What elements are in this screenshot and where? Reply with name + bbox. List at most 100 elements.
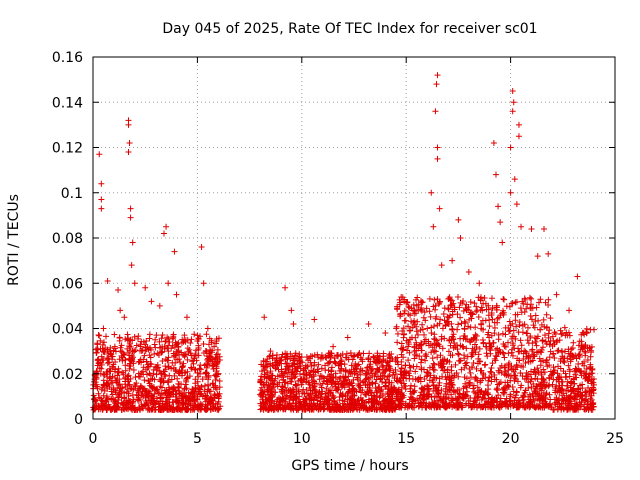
data-point	[393, 325, 400, 332]
data-point	[184, 345, 191, 352]
data-point	[92, 346, 99, 353]
data-point	[112, 405, 119, 412]
data-point	[184, 406, 191, 413]
data-point	[100, 325, 107, 332]
data-point	[165, 357, 172, 364]
data-point	[97, 337, 104, 344]
data-point	[159, 391, 166, 398]
data-point	[398, 340, 405, 347]
data-point	[306, 355, 313, 362]
data-point	[426, 295, 433, 302]
data-point	[213, 373, 220, 380]
data-point	[191, 331, 198, 338]
data-point	[287, 350, 294, 357]
data-point	[529, 346, 536, 353]
data-point	[455, 216, 462, 223]
data-point	[132, 383, 139, 390]
data-point	[570, 339, 577, 346]
data-point	[125, 372, 132, 379]
data-point	[201, 405, 208, 412]
data-point	[292, 350, 299, 357]
data-point	[360, 350, 367, 357]
data-point	[369, 365, 376, 372]
data-point	[115, 368, 122, 375]
data-point	[103, 380, 110, 387]
data-point	[112, 400, 119, 407]
data-point	[345, 389, 352, 396]
data-point	[200, 280, 207, 287]
data-point	[138, 359, 145, 366]
data-point	[290, 386, 297, 393]
data-point	[287, 378, 294, 385]
data-point	[196, 365, 203, 372]
data-point	[213, 351, 220, 358]
data-point	[166, 372, 173, 379]
data-point	[129, 402, 136, 409]
chart-title: Day 045 of 2025, Rate Of TEC Index for r…	[162, 21, 537, 37]
data-point	[379, 392, 386, 399]
data-point	[176, 370, 183, 377]
data-point	[302, 362, 309, 369]
data-point	[156, 400, 163, 407]
data-point	[394, 330, 401, 337]
data-point	[486, 323, 493, 330]
data-point	[294, 364, 301, 371]
data-point	[342, 354, 349, 361]
data-point	[344, 334, 351, 341]
data-point	[125, 399, 132, 406]
data-point	[420, 314, 427, 321]
data-point	[197, 386, 204, 393]
data-point	[158, 348, 165, 355]
data-point	[357, 354, 364, 361]
data-point	[383, 366, 390, 373]
data-point	[322, 390, 329, 397]
data-point	[338, 357, 345, 364]
data-point	[433, 81, 440, 88]
y-tick-label: 0.06	[52, 276, 83, 292]
data-point	[342, 402, 349, 409]
data-point	[501, 296, 508, 303]
data-point	[175, 399, 182, 406]
data-point	[386, 372, 393, 379]
data-point	[387, 365, 394, 372]
data-point	[566, 307, 573, 314]
data-point	[525, 340, 532, 347]
data-point	[114, 379, 121, 386]
data-point	[125, 390, 132, 397]
data-point	[156, 302, 163, 309]
data-point	[121, 314, 128, 321]
data-point	[160, 230, 167, 237]
data-point	[190, 360, 197, 367]
data-point	[413, 328, 420, 335]
data-point	[419, 321, 426, 328]
data-point	[158, 335, 165, 342]
data-point	[187, 390, 194, 397]
data-point	[551, 355, 558, 362]
data-point	[132, 347, 139, 354]
data-point	[165, 363, 172, 370]
data-point	[146, 352, 153, 359]
data-point	[569, 344, 576, 351]
data-point	[125, 121, 132, 128]
data-point	[198, 244, 205, 251]
data-point	[330, 394, 337, 401]
data-point	[197, 362, 204, 369]
data-point	[583, 325, 590, 332]
data-point	[333, 352, 340, 359]
data-point	[98, 196, 105, 203]
data-point	[180, 360, 187, 367]
data-point	[434, 155, 441, 162]
data-point	[334, 386, 341, 393]
data-point	[367, 361, 374, 368]
data-point	[177, 359, 184, 366]
data-point	[261, 374, 268, 381]
data-point	[170, 399, 177, 406]
data-point	[318, 365, 325, 372]
data-point	[358, 397, 365, 404]
data-point	[462, 320, 469, 327]
data-point	[174, 375, 181, 382]
data-point	[537, 296, 544, 303]
data-point	[289, 369, 296, 376]
data-point	[306, 385, 313, 392]
